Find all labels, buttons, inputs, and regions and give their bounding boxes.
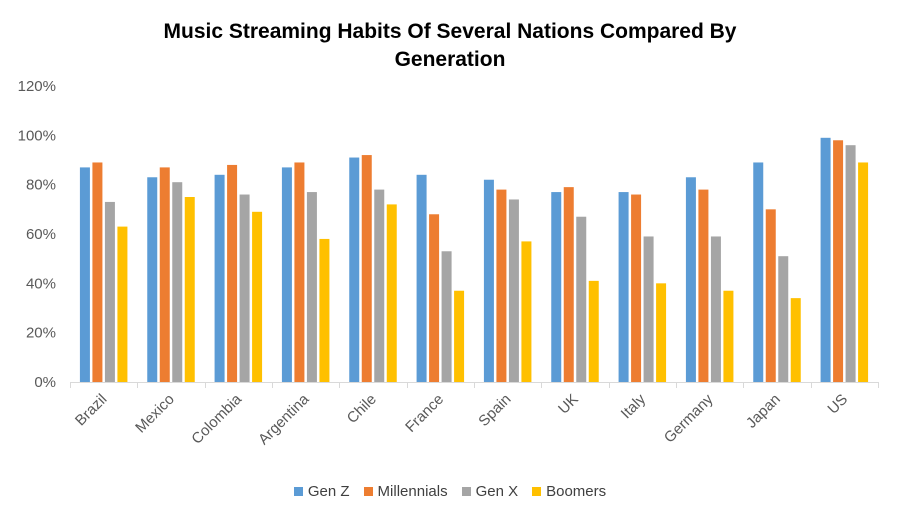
y-tick-label: 100% (18, 127, 56, 144)
x-tick-label: Colombia (188, 390, 245, 447)
legend-swatch (461, 487, 471, 496)
chart-title-line-1: Music Streaming Habits Of Several Nation… (163, 20, 737, 43)
bar-millennials (698, 189, 709, 382)
x-tick-label: Spain (475, 391, 514, 430)
bar-boomers (252, 211, 263, 382)
bar-gen-x (239, 194, 250, 382)
bar-boomers (858, 162, 869, 382)
bar-gen-x (845, 145, 856, 382)
bar-gen-x (441, 251, 452, 382)
x-tick-label: Brazil (72, 391, 111, 430)
x-tick-label: France (402, 391, 447, 436)
legend-label: Gen Z (307, 483, 350, 500)
x-tick-label: Mexico (132, 391, 178, 437)
bar-gen-z (483, 179, 494, 382)
bar-millennials (227, 164, 238, 382)
x-tick-label: Chile (344, 391, 380, 427)
legend-swatch (363, 487, 373, 496)
bar-gen-z (147, 177, 158, 382)
bar-boomers (184, 197, 195, 382)
y-tick-label: 20% (26, 325, 56, 342)
bar-gen-x (508, 199, 519, 382)
bar-millennials (833, 140, 844, 382)
bar-gen-z (820, 137, 831, 382)
legend-label: Gen X (475, 483, 519, 500)
bar-boomers (723, 290, 734, 382)
bar-millennials (429, 214, 440, 382)
bar-millennials (631, 194, 642, 382)
x-tick-label: Japan (743, 391, 784, 432)
x-tick-label: UK (555, 391, 582, 418)
bar-boomers (656, 283, 667, 382)
bar-boomers (386, 204, 397, 382)
bar-gen-x (104, 201, 115, 382)
bar-millennials (765, 209, 776, 382)
legend-item: Boomers (532, 483, 606, 500)
chart-title-line-2: Generation (394, 48, 506, 71)
bar-gen-z (618, 192, 629, 382)
bar-boomers (454, 290, 465, 382)
bar-gen-x (172, 182, 183, 382)
y-tick-label: 120% (18, 78, 56, 95)
bar-millennials (563, 187, 574, 382)
x-tick-label: US (824, 391, 851, 418)
legend-swatch (532, 487, 542, 496)
x-tick-label: Germany (661, 390, 717, 446)
legend-label: Millennials (377, 483, 448, 500)
bar-gen-z (753, 162, 764, 382)
y-tick-label: 0% (34, 374, 56, 391)
bar-millennials (361, 155, 372, 382)
chart-title: Music Streaming Habits Of Several Nation… (0, 18, 900, 74)
bar-boomers (521, 241, 532, 382)
x-tick-label: Italy (618, 390, 650, 422)
bar-gen-z (79, 167, 90, 382)
legend-item: Millennials (363, 483, 448, 500)
bar-millennials (294, 162, 305, 382)
bar-gen-z (685, 177, 696, 382)
bar-gen-x (778, 256, 789, 382)
y-tick-label: 40% (26, 275, 56, 292)
bar-gen-x (643, 236, 654, 382)
bar-boomers (790, 298, 801, 382)
bar-millennials (92, 162, 103, 382)
bar-gen-z (551, 192, 562, 382)
bar-gen-x (710, 236, 721, 382)
y-tick-label: 80% (26, 177, 56, 194)
bar-gen-z (214, 174, 225, 382)
bar-millennials (159, 167, 170, 382)
bar-gen-x (576, 216, 587, 382)
bar-gen-x (374, 189, 385, 382)
legend-label: Boomers (546, 483, 607, 500)
bar-gen-z (281, 167, 292, 382)
legend: Gen Z Millennials Gen X Boomers (0, 483, 900, 500)
bar-gen-z (416, 174, 427, 382)
bar-boomers (319, 238, 330, 382)
bar-boomers (588, 280, 599, 382)
y-tick-label: 60% (26, 226, 56, 243)
bar-millennials (496, 189, 507, 382)
legend-item: Gen Z (293, 483, 350, 500)
x-tick-label: Argentina (255, 390, 313, 448)
legend-item: Gen X (461, 483, 519, 500)
legend-swatch (293, 487, 303, 496)
bar-gen-z (349, 157, 360, 382)
bar-gen-x (306, 192, 317, 382)
bar-boomers (117, 226, 128, 382)
